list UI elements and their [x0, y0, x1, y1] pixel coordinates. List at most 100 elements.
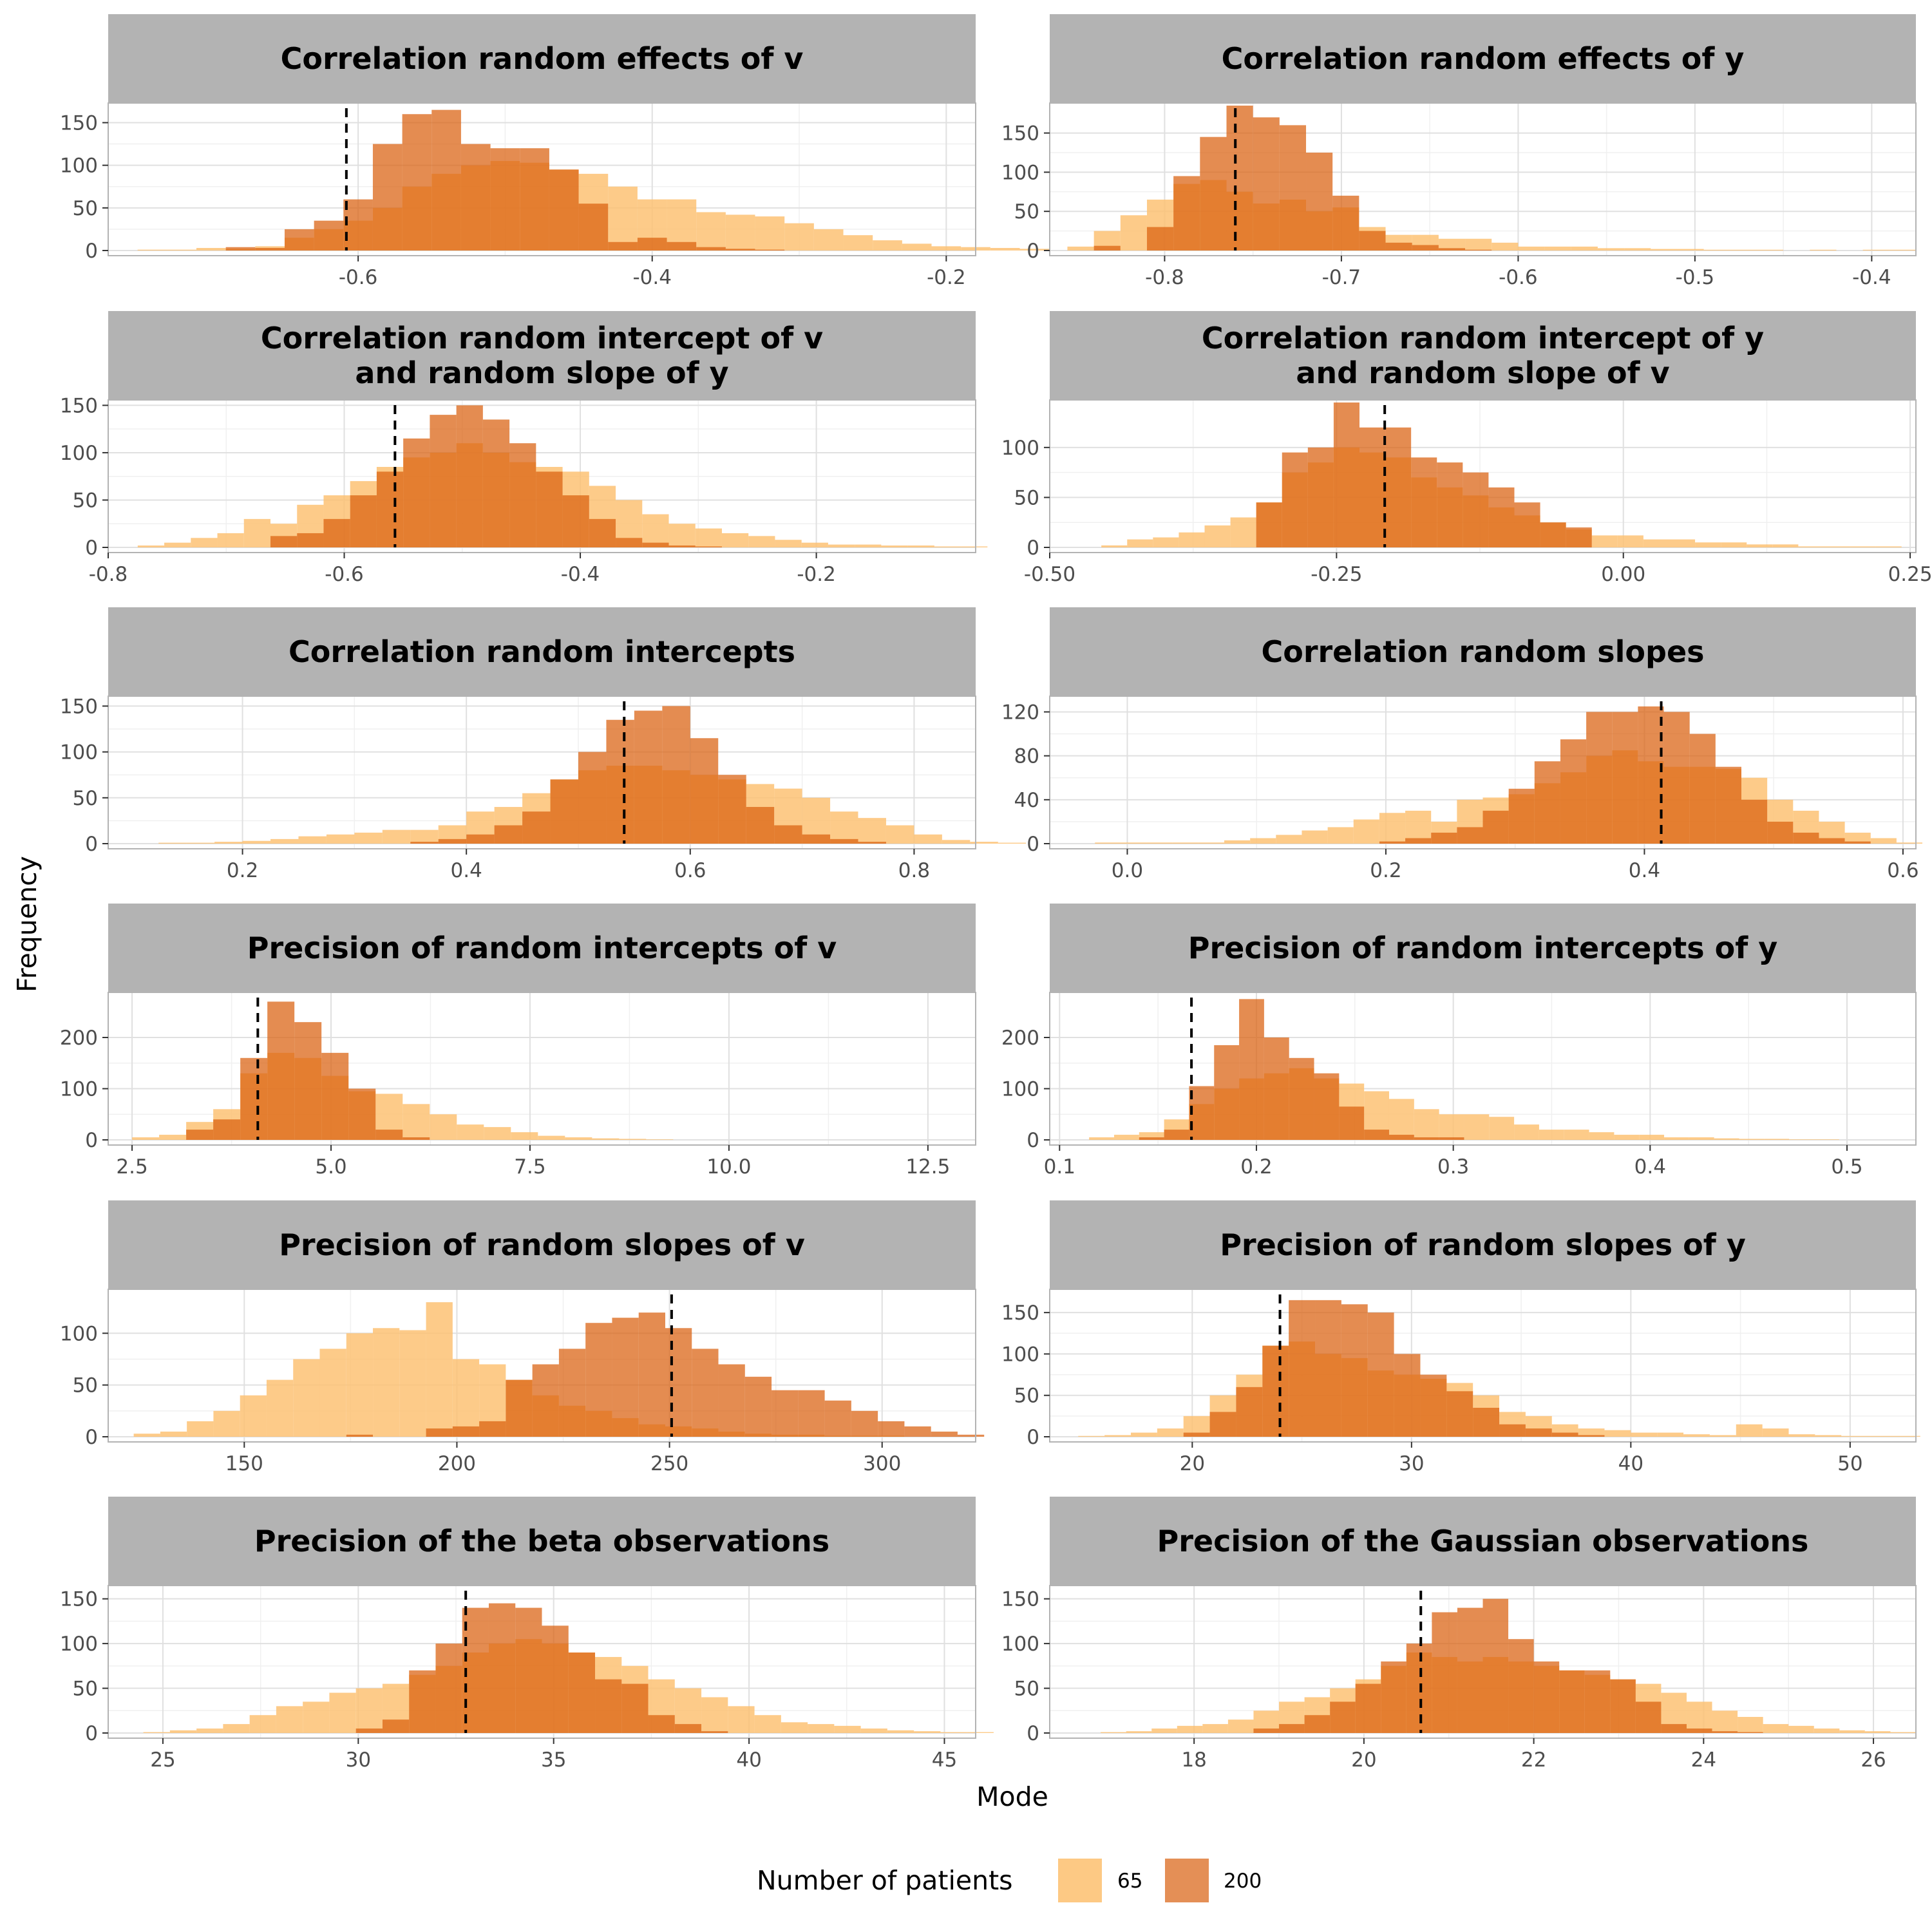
series-200 — [410, 706, 886, 844]
histogram-bar — [1763, 1724, 1789, 1733]
histogram-bar — [798, 1390, 825, 1437]
histogram-bar — [1819, 838, 1845, 844]
panel-border — [1049, 399, 1917, 553]
legend-title: Number of patients — [757, 1865, 1013, 1896]
histogram-bar — [452, 1426, 480, 1437]
histogram-bar — [1896, 842, 1923, 844]
y-tick-label: 0 — [1027, 833, 1039, 856]
x-tick-label: 12.5 — [905, 1155, 950, 1179]
histogram-bar — [187, 1421, 214, 1437]
y-tick-label: 50 — [73, 1374, 98, 1397]
histogram-bar — [1518, 246, 1545, 251]
histogram-bar — [1893, 1435, 1920, 1437]
histogram-bar — [438, 838, 467, 844]
histogram-bar — [1695, 542, 1721, 547]
histogram-bar — [402, 114, 432, 251]
histogram-bar — [186, 842, 215, 844]
histogram-bar — [578, 204, 609, 251]
histogram-bar — [536, 471, 563, 547]
histogram-bar — [931, 246, 961, 251]
facet-strip — [108, 1497, 976, 1586]
histogram-bar — [164, 542, 191, 547]
histogram-bar — [1764, 1139, 1790, 1140]
histogram-bar — [1264, 1037, 1289, 1140]
legend-label-200: 200 — [1224, 1870, 1262, 1893]
series-200 — [270, 405, 722, 547]
histogram-bar — [1738, 1717, 1763, 1733]
x-tick-label: 0.2 — [1240, 1155, 1272, 1179]
facet-title: and random slope of v — [1296, 355, 1669, 390]
histogram-bar — [402, 1104, 430, 1140]
histogram-bar — [430, 1114, 457, 1140]
y-tick-label: 150 — [1001, 122, 1039, 146]
histogram-bar — [858, 818, 886, 844]
histogram-bar — [1739, 1139, 1765, 1140]
histogram-bar — [435, 1643, 462, 1733]
panel-9: Precision of random slopes of v 150 200 250… — [60, 1200, 985, 1475]
histogram-bar — [612, 1318, 639, 1437]
histogram-bar — [1591, 535, 1618, 547]
histogram-bar — [1067, 246, 1094, 251]
series-200 — [1139, 999, 1464, 1140]
histogram-bar — [196, 248, 226, 251]
histogram-bar — [907, 545, 934, 547]
panel-border — [1049, 102, 1917, 256]
y-tick-label: 100 — [60, 1322, 98, 1345]
x-tick-label: 200 — [438, 1452, 476, 1475]
histogram-bar — [1663, 712, 1690, 844]
histogram-bar — [1712, 1710, 1738, 1733]
y-tick-label: 50 — [73, 489, 98, 512]
histogram-bar — [1379, 813, 1406, 844]
histogram-bar — [1664, 1137, 1689, 1140]
histogram-bar — [1482, 810, 1509, 844]
series-200 — [1256, 402, 1592, 547]
histogram-bar — [1250, 838, 1276, 844]
x-tick-label: 0.0 — [1112, 859, 1143, 882]
histogram-bar — [549, 169, 579, 251]
histogram-bar — [1772, 544, 1799, 547]
x-tick-label: 50 — [1837, 1452, 1862, 1475]
histogram-bar — [608, 242, 638, 251]
x-tick-label: -0.6 — [1499, 266, 1538, 289]
histogram-bar — [808, 1724, 835, 1733]
series-200 — [1183, 1300, 1605, 1437]
facet-strip — [1050, 1200, 1916, 1289]
histogram-bar — [240, 1395, 267, 1437]
histogram-bar — [1635, 1701, 1662, 1733]
facet-title: Precision of random slopes of v — [279, 1227, 805, 1262]
histogram-bar — [348, 1088, 376, 1140]
x-tick-label: 0.6 — [674, 859, 706, 882]
histogram-bar — [1101, 1732, 1126, 1733]
histogram-bar — [426, 1428, 453, 1437]
histogram-bar — [329, 1692, 356, 1733]
histogram-bar — [772, 1390, 799, 1437]
histogram-bar — [293, 1359, 320, 1437]
x-tick-label: -0.6 — [339, 266, 378, 289]
x-tick-label: 0.4 — [1634, 1155, 1666, 1179]
histogram-bar — [781, 1722, 808, 1733]
x-tick-label: -0.2 — [797, 563, 836, 586]
histogram-bar — [343, 199, 373, 251]
histogram-bar — [674, 1724, 702, 1733]
series-200 — [355, 1603, 728, 1733]
histogram-bar — [511, 1132, 538, 1140]
histogram-bar — [1589, 1132, 1615, 1140]
histogram-bar — [843, 235, 873, 251]
histogram-bar — [692, 1349, 719, 1437]
histogram-bar — [490, 148, 520, 251]
histogram-bar — [1597, 248, 1625, 251]
histogram-bar — [1204, 525, 1231, 547]
histogram-bar — [214, 842, 243, 844]
histogram-bar — [1890, 1732, 1916, 1733]
histogram-bar — [1438, 248, 1466, 251]
histogram-bar — [255, 248, 285, 251]
panel-1: Correlation random effects of v -0.6 -0.4 -… — [60, 14, 1079, 289]
histogram-bar — [1151, 1728, 1177, 1733]
facet-strip — [1050, 607, 1916, 696]
panel-7: Precision of random intercepts of v 2.5 5.… — [60, 904, 976, 1179]
histogram-bar — [1364, 1130, 1389, 1140]
panel-8: Precision of random intercepts of y 0.1 0.… — [1001, 904, 1917, 1179]
histogram-bar — [1683, 1434, 1710, 1437]
histogram-bar — [904, 1426, 931, 1437]
panel-border — [108, 696, 976, 849]
